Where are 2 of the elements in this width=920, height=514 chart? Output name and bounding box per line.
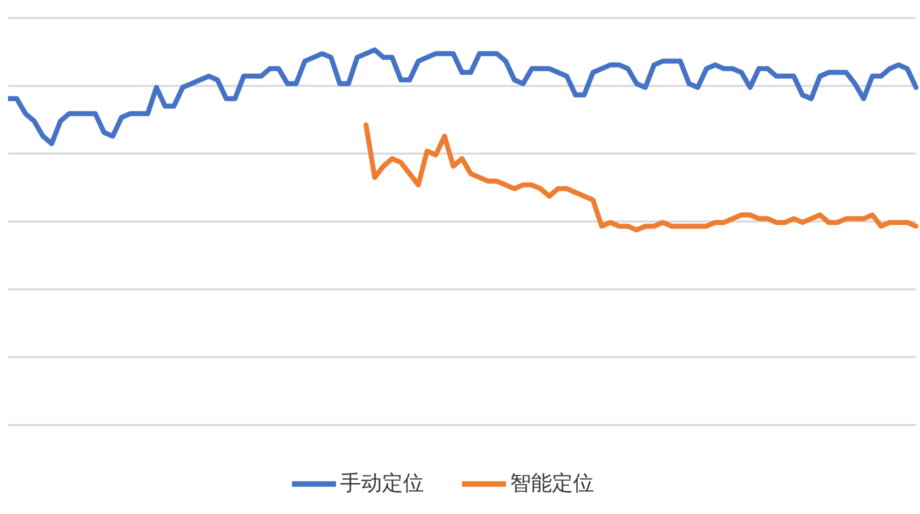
legend-label: 手动定位 — [340, 470, 424, 495]
legend-label: 智能定位 — [510, 470, 594, 495]
